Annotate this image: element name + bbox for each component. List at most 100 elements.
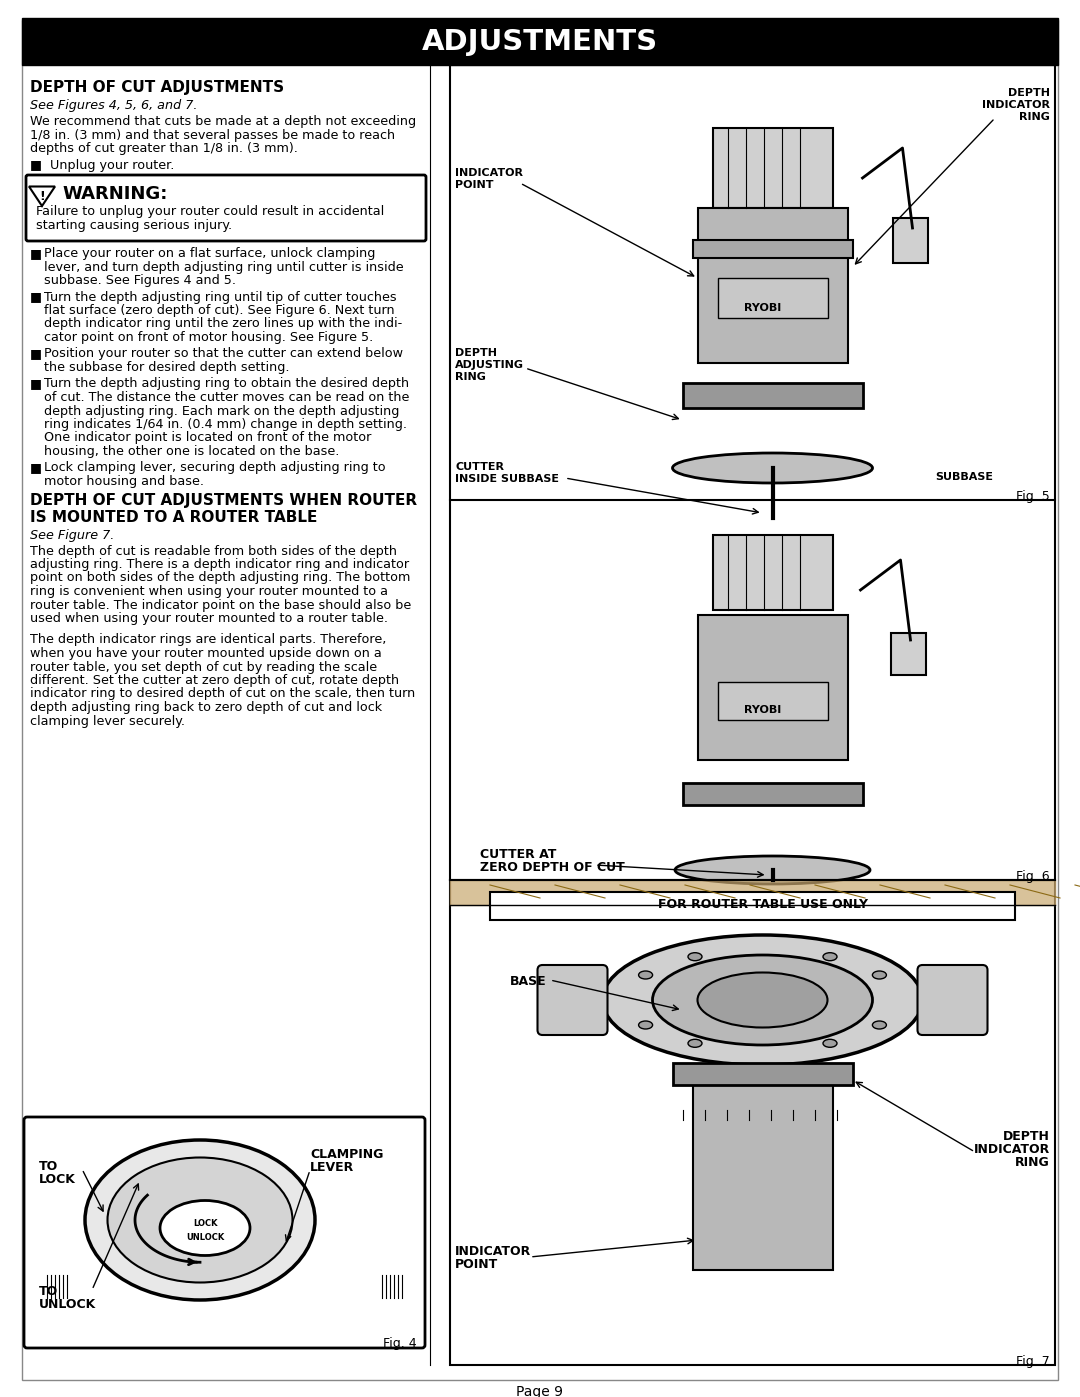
Text: clamping lever securely.: clamping lever securely. bbox=[30, 714, 185, 728]
Text: ring indicates 1/64 in. (0.4 mm) change in depth setting.: ring indicates 1/64 in. (0.4 mm) change … bbox=[44, 418, 407, 432]
Text: depth adjusting ring. Each mark on the depth adjusting: depth adjusting ring. Each mark on the d… bbox=[44, 405, 400, 418]
Bar bbox=[713, 535, 833, 610]
Text: CUTTER AT: CUTTER AT bbox=[480, 848, 556, 861]
Text: ADJUSTING: ADJUSTING bbox=[455, 360, 524, 370]
Text: Fig. 5: Fig. 5 bbox=[1016, 490, 1050, 503]
Bar bbox=[692, 1070, 833, 1270]
Text: the subbase for desired depth setting.: the subbase for desired depth setting. bbox=[44, 360, 289, 374]
Text: TO: TO bbox=[39, 1285, 58, 1298]
Text: INDICATOR: INDICATOR bbox=[974, 1143, 1050, 1155]
Text: UNLOCK: UNLOCK bbox=[39, 1298, 96, 1310]
FancyBboxPatch shape bbox=[918, 965, 987, 1035]
Ellipse shape bbox=[673, 453, 873, 483]
Text: DEPTH OF CUT ADJUSTMENTS: DEPTH OF CUT ADJUSTMENTS bbox=[30, 80, 284, 95]
Text: cator point on front of motor housing. See Figure 5.: cator point on front of motor housing. S… bbox=[44, 331, 374, 344]
Text: SUBBASE: SUBBASE bbox=[935, 472, 993, 482]
Ellipse shape bbox=[873, 1021, 887, 1030]
Text: FOR ROUTER TABLE USE ONLY: FOR ROUTER TABLE USE ONLY bbox=[658, 898, 867, 911]
Ellipse shape bbox=[675, 856, 870, 884]
Ellipse shape bbox=[823, 1039, 837, 1048]
Ellipse shape bbox=[638, 971, 652, 979]
Ellipse shape bbox=[873, 971, 887, 979]
Text: INSIDE SUBBASE: INSIDE SUBBASE bbox=[455, 474, 559, 483]
Text: WARNING:: WARNING: bbox=[62, 184, 167, 203]
Text: We recommend that cuts be made at a depth not exceeding: We recommend that cuts be made at a dept… bbox=[30, 115, 416, 129]
Text: DEPTH: DEPTH bbox=[1003, 1130, 1050, 1143]
Bar bbox=[450, 66, 1055, 1365]
Text: motor housing and base.: motor housing and base. bbox=[44, 475, 204, 488]
Text: IS MOUNTED TO A ROUTER TABLE: IS MOUNTED TO A ROUTER TABLE bbox=[30, 510, 318, 525]
Text: point on both sides of the depth adjusting ring. The bottom: point on both sides of the depth adjusti… bbox=[30, 571, 410, 584]
Text: The depth indicator rings are identical parts. Therefore,: The depth indicator rings are identical … bbox=[30, 633, 387, 647]
Text: POINT: POINT bbox=[455, 180, 494, 190]
Ellipse shape bbox=[603, 935, 922, 1065]
Text: UNLOCK: UNLOCK bbox=[186, 1234, 225, 1242]
Text: Turn the depth adjusting ring to obtain the desired depth: Turn the depth adjusting ring to obtain … bbox=[44, 377, 409, 391]
Text: ADJUSTMENTS: ADJUSTMENTS bbox=[422, 28, 658, 56]
Text: 1/8 in. (3 mm) and that several passes be made to reach: 1/8 in. (3 mm) and that several passes b… bbox=[30, 129, 395, 141]
Ellipse shape bbox=[688, 953, 702, 961]
Bar bbox=[698, 208, 848, 363]
Text: See Figures 4, 5, 6, and 7.: See Figures 4, 5, 6, and 7. bbox=[30, 99, 198, 112]
Bar bbox=[717, 682, 827, 719]
Text: DEPTH: DEPTH bbox=[455, 348, 497, 358]
Text: RING: RING bbox=[1020, 112, 1050, 122]
Text: router table, you set depth of cut by reading the scale: router table, you set depth of cut by re… bbox=[30, 661, 377, 673]
Ellipse shape bbox=[160, 1200, 249, 1256]
Text: adjusting ring. There is a depth indicator ring and indicator: adjusting ring. There is a depth indicat… bbox=[30, 557, 409, 571]
Text: Position your router so that the cutter can extend below: Position your router so that the cutter … bbox=[44, 348, 403, 360]
Text: ■: ■ bbox=[30, 348, 42, 360]
Bar bbox=[683, 383, 863, 408]
Text: Fig. 6: Fig. 6 bbox=[1016, 870, 1050, 883]
Polygon shape bbox=[29, 187, 55, 205]
Text: DEPTH OF CUT ADJUSTMENTS WHEN ROUTER: DEPTH OF CUT ADJUSTMENTS WHEN ROUTER bbox=[30, 493, 417, 509]
Text: POINT: POINT bbox=[455, 1259, 498, 1271]
Text: Fig. 4: Fig. 4 bbox=[383, 1337, 417, 1350]
Text: LOCK: LOCK bbox=[192, 1218, 217, 1228]
Text: lever, and turn depth adjusting ring until cutter is inside: lever, and turn depth adjusting ring unt… bbox=[44, 260, 404, 274]
Ellipse shape bbox=[823, 953, 837, 961]
Text: Turn the depth adjusting ring until tip of cutter touches: Turn the depth adjusting ring until tip … bbox=[44, 291, 396, 303]
Text: !: ! bbox=[39, 190, 45, 203]
Text: See Figure 7.: See Figure 7. bbox=[30, 528, 114, 542]
Text: ■: ■ bbox=[30, 247, 42, 260]
Text: TO: TO bbox=[39, 1160, 58, 1173]
Bar bbox=[698, 615, 848, 760]
Text: Failure to unplug your router could result in accidental: Failure to unplug your router could resu… bbox=[36, 205, 384, 218]
Text: when you have your router mounted upside down on a: when you have your router mounted upside… bbox=[30, 647, 381, 659]
Text: Place your router on a flat surface, unlock clamping: Place your router on a flat surface, unl… bbox=[44, 247, 376, 260]
Text: LEVER: LEVER bbox=[310, 1161, 354, 1173]
Ellipse shape bbox=[688, 1039, 702, 1048]
Text: used when using your router mounted to a router table.: used when using your router mounted to a… bbox=[30, 612, 388, 624]
Text: RYOBI: RYOBI bbox=[744, 303, 781, 313]
Text: DEPTH: DEPTH bbox=[1008, 88, 1050, 98]
Text: starting causing serious injury.: starting causing serious injury. bbox=[36, 218, 232, 232]
Text: INDICATOR: INDICATOR bbox=[982, 101, 1050, 110]
Text: The depth of cut is readable from both sides of the depth: The depth of cut is readable from both s… bbox=[30, 545, 397, 557]
Text: router table. The indicator point on the base should also be: router table. The indicator point on the… bbox=[30, 598, 411, 612]
Text: housing, the other one is located on the base.: housing, the other one is located on the… bbox=[44, 446, 339, 458]
Text: RING: RING bbox=[1015, 1155, 1050, 1169]
Text: of cut. The distance the cutter moves can be read on the: of cut. The distance the cutter moves ca… bbox=[44, 391, 409, 404]
Text: ■: ■ bbox=[30, 461, 42, 475]
Bar bbox=[717, 278, 827, 319]
Ellipse shape bbox=[108, 1158, 293, 1282]
Text: ring is convenient when using your router mounted to a: ring is convenient when using your route… bbox=[30, 585, 388, 598]
Text: subbase. See Figures 4 and 5.: subbase. See Figures 4 and 5. bbox=[44, 274, 237, 286]
FancyBboxPatch shape bbox=[538, 965, 607, 1035]
Text: flat surface (zero depth of cut). See Figure 6. Next turn: flat surface (zero depth of cut). See Fi… bbox=[44, 305, 394, 317]
Text: ■: ■ bbox=[30, 377, 42, 391]
Text: RYOBI: RYOBI bbox=[744, 705, 781, 715]
Ellipse shape bbox=[85, 1140, 315, 1301]
Bar bbox=[22, 18, 1058, 66]
Bar bbox=[891, 633, 926, 675]
Text: INDICATOR: INDICATOR bbox=[455, 168, 523, 177]
Text: BASE: BASE bbox=[510, 975, 546, 988]
Bar bbox=[490, 893, 1015, 921]
Text: LOCK: LOCK bbox=[39, 1173, 76, 1186]
Text: Lock clamping lever, securing depth adjusting ring to: Lock clamping lever, securing depth adju… bbox=[44, 461, 386, 475]
Ellipse shape bbox=[638, 1021, 652, 1030]
Text: Page 9: Page 9 bbox=[516, 1384, 564, 1397]
Ellipse shape bbox=[652, 956, 873, 1045]
Text: indicator ring to desired depth of cut on the scale, then turn: indicator ring to desired depth of cut o… bbox=[30, 687, 415, 700]
